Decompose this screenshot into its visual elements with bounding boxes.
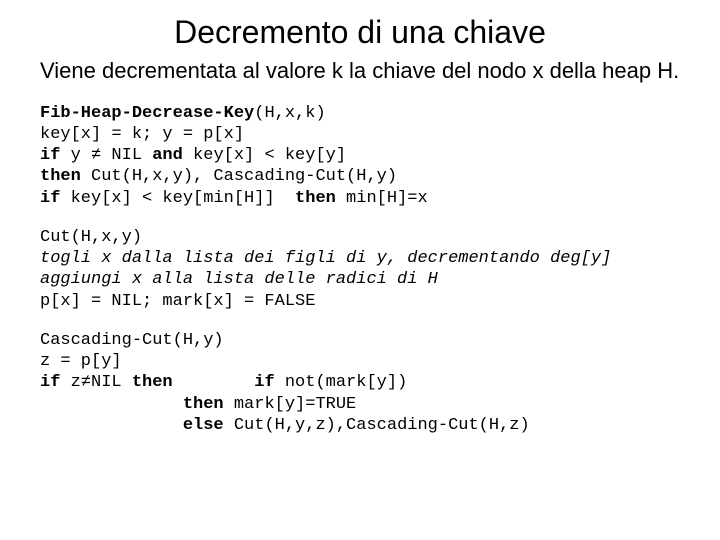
code-line: key[x] = k; y = p[x] xyxy=(40,125,244,144)
code-text: y ≠ NIL xyxy=(60,146,152,165)
kw-else: else xyxy=(40,416,224,435)
kw-then: then xyxy=(295,189,336,208)
code-line: Cut(H,x,y) xyxy=(40,228,142,247)
code-text: Cut(H,x,y), Cascading-Cut(H,y) xyxy=(81,167,397,186)
code-text: mark[y]=TRUE xyxy=(224,395,357,414)
code-text: Cut(H,y,z),Cascading-Cut(H,z) xyxy=(224,416,530,435)
code-comment: togli x dalla lista dei figli di y, decr… xyxy=(40,249,611,268)
proc-name: Fib-Heap-Decrease-Key xyxy=(40,104,254,123)
kw-then: then xyxy=(40,395,224,414)
kw-if: if xyxy=(40,373,60,392)
slide-title: Decremento di una chiave xyxy=(40,14,680,51)
kw-then: then xyxy=(40,167,81,186)
code-text: key[x] < key[y] xyxy=(183,146,346,165)
kw-if: if xyxy=(40,189,60,208)
code-comment: aggiungi x alla lista delle radici di H xyxy=(40,270,438,289)
code-block-3: Cascading-Cut(H,y) z = p[y] if z≠NIL the… xyxy=(40,330,680,436)
code-text: z≠NIL xyxy=(60,373,131,392)
code-line: z = p[y] xyxy=(40,352,122,371)
code-line: Cascading-Cut(H,y) xyxy=(40,331,224,350)
code-text: min[H]=x xyxy=(336,189,428,208)
code-line: p[x] = NIL; mark[x] = FALSE xyxy=(40,292,315,311)
code-text: key[x] < key[min[H]] xyxy=(60,189,295,208)
slide-container: Decremento di una chiave Viene decrement… xyxy=(0,0,720,474)
proc-args: (H,x,k) xyxy=(254,104,325,123)
kw-if: if xyxy=(40,146,60,165)
code-text: not(mark[y]) xyxy=(275,373,408,392)
code-block-1: Fib-Heap-Decrease-Key(H,x,k) key[x] = k;… xyxy=(40,103,680,209)
kw-and: and xyxy=(152,146,183,165)
kw-then-if: then if xyxy=(132,373,275,392)
code-block-2: Cut(H,x,y) togli x dalla lista dei figli… xyxy=(40,227,680,312)
slide-subtitle: Viene decrementata al valore k la chiave… xyxy=(40,57,680,85)
